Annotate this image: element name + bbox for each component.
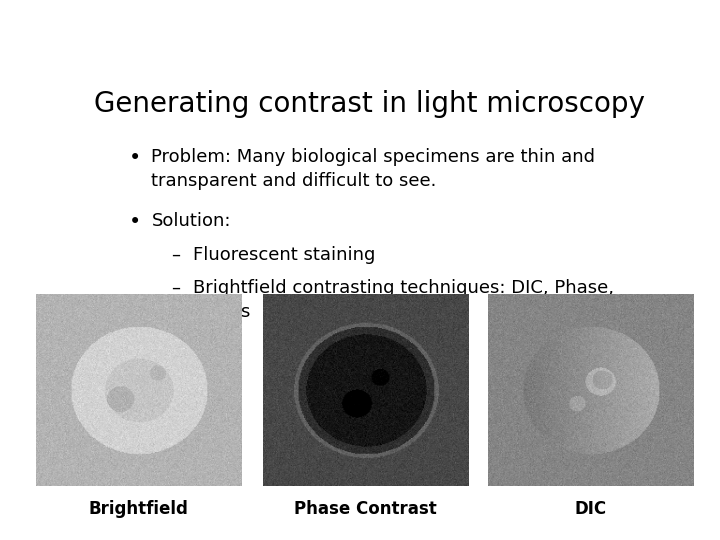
Text: –: – (171, 279, 180, 297)
Text: Problem: Many biological specimens are thin and
transparent and difficult to see: Problem: Many biological specimens are t… (151, 148, 595, 190)
Text: •: • (129, 148, 141, 168)
Text: Brightfield contrasting techniques: DIC, Phase,
others: Brightfield contrasting techniques: DIC,… (193, 279, 614, 321)
Text: –: – (171, 246, 180, 264)
Text: Fluorescent staining: Fluorescent staining (193, 246, 376, 264)
Text: Solution:: Solution: (151, 212, 231, 231)
Text: Brightfield: Brightfield (89, 500, 189, 517)
Text: Phase Contrast: Phase Contrast (294, 500, 437, 517)
Text: •: • (129, 212, 141, 232)
Text: DIC: DIC (575, 500, 607, 517)
Text: Generating contrast in light microscopy: Generating contrast in light microscopy (94, 90, 644, 118)
